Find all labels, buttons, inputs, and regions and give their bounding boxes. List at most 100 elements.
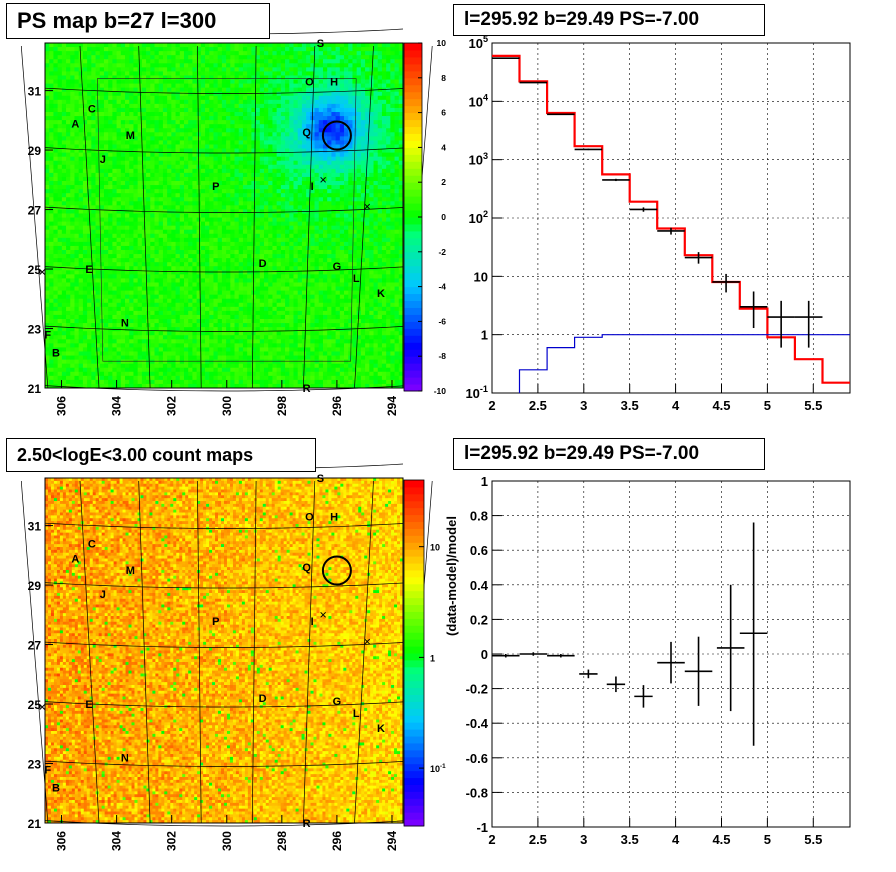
map-pixel xyxy=(141,266,147,271)
map-pixel xyxy=(264,55,269,60)
map-pixel xyxy=(268,351,273,356)
map-pixel xyxy=(238,327,244,332)
map-pixel xyxy=(200,306,206,312)
map-pixel xyxy=(272,55,278,60)
map-pixel xyxy=(158,221,164,227)
map-pixel xyxy=(289,160,294,166)
map-pixel xyxy=(179,339,185,344)
map-pixel xyxy=(213,266,219,271)
map-pixel xyxy=(255,91,261,97)
map-pixel xyxy=(125,181,130,186)
map-pixel xyxy=(154,323,160,328)
map-pixel xyxy=(129,245,134,251)
map-pixel xyxy=(70,266,75,271)
map-pixel xyxy=(49,213,54,218)
map-pixel xyxy=(167,160,172,166)
map-pixel xyxy=(99,83,105,89)
map-pixel xyxy=(53,132,59,137)
map-pixel xyxy=(162,91,168,97)
map-pixel xyxy=(171,262,176,267)
map-pixel xyxy=(196,363,202,369)
map-pixel xyxy=(238,278,244,283)
map-pixel xyxy=(167,164,172,170)
map-pixel xyxy=(247,136,252,141)
map-pixel xyxy=(66,128,71,133)
map-pixel xyxy=(213,160,219,166)
map-pixel xyxy=(133,71,139,76)
map-pixel xyxy=(125,193,130,198)
map-pixel xyxy=(70,75,75,80)
map-pixel xyxy=(221,148,227,153)
map-pixel xyxy=(82,339,88,344)
map-pixel xyxy=(49,229,54,235)
map-pixel xyxy=(91,351,96,356)
map-pixel xyxy=(49,319,54,324)
map-pixel xyxy=(230,306,235,312)
map-pixel xyxy=(78,201,84,206)
map-pixel xyxy=(133,217,139,222)
map-pixel xyxy=(259,152,265,158)
map-pixel xyxy=(45,136,50,141)
map-pixel xyxy=(255,164,261,170)
map-pixel xyxy=(272,262,278,267)
map-pixel xyxy=(137,47,143,52)
map-pixel xyxy=(205,375,210,381)
map-pixel xyxy=(120,213,126,218)
map-pixel xyxy=(205,168,210,174)
map-pixel xyxy=(133,310,139,316)
map-pixel xyxy=(209,197,214,202)
map-pixel xyxy=(179,270,185,275)
map-pixel xyxy=(49,221,54,227)
map-pixel xyxy=(238,99,244,105)
map-pixel xyxy=(57,379,63,385)
map-pixel xyxy=(217,217,223,222)
map-pixel xyxy=(103,205,109,210)
map-pixel xyxy=(61,351,67,356)
map-pixel xyxy=(251,136,256,141)
map-pixel xyxy=(78,331,84,336)
map-pixel xyxy=(171,274,176,279)
map-pixel xyxy=(150,71,155,76)
map-pixel xyxy=(205,319,210,324)
map-pixel xyxy=(146,95,151,101)
map-pixel xyxy=(112,144,117,149)
map-pixel xyxy=(108,363,113,369)
map-pixel xyxy=(133,359,139,365)
map-pixel xyxy=(285,383,290,389)
map-pixel xyxy=(99,193,105,198)
map-pixel xyxy=(171,136,176,141)
map-pixel xyxy=(137,124,143,129)
map-pixel xyxy=(61,327,67,332)
map-pixel xyxy=(158,189,164,194)
map-pixel xyxy=(171,233,176,239)
map-pixel xyxy=(221,63,227,68)
map-pixel xyxy=(200,339,206,344)
map-pixel xyxy=(87,181,92,186)
map-pixel xyxy=(95,302,101,308)
map-pixel xyxy=(49,75,54,80)
map-pixel xyxy=(112,339,117,344)
map-pixel xyxy=(141,347,147,352)
map-pixel xyxy=(264,254,269,259)
map-pixel xyxy=(108,319,113,324)
map-pixel xyxy=(137,148,143,153)
map-pixel xyxy=(66,189,71,194)
map-pixel xyxy=(234,120,240,125)
map-pixel xyxy=(45,371,50,377)
map-pixel xyxy=(74,375,80,381)
map-pixel xyxy=(238,343,244,348)
map-pixel xyxy=(133,302,139,308)
map-pixel xyxy=(175,181,181,186)
map-pixel xyxy=(213,128,219,133)
map-pixel xyxy=(74,367,80,373)
map-pixel xyxy=(183,339,189,344)
map-pixel xyxy=(179,290,185,296)
map-pixel xyxy=(95,282,101,287)
map-pixel xyxy=(141,185,147,190)
map-pixel xyxy=(78,79,84,84)
map-pixel xyxy=(95,172,101,178)
map-pixel xyxy=(247,290,252,296)
map-pixel xyxy=(171,132,176,137)
map-pixel xyxy=(116,363,122,369)
map-pixel xyxy=(57,306,63,312)
